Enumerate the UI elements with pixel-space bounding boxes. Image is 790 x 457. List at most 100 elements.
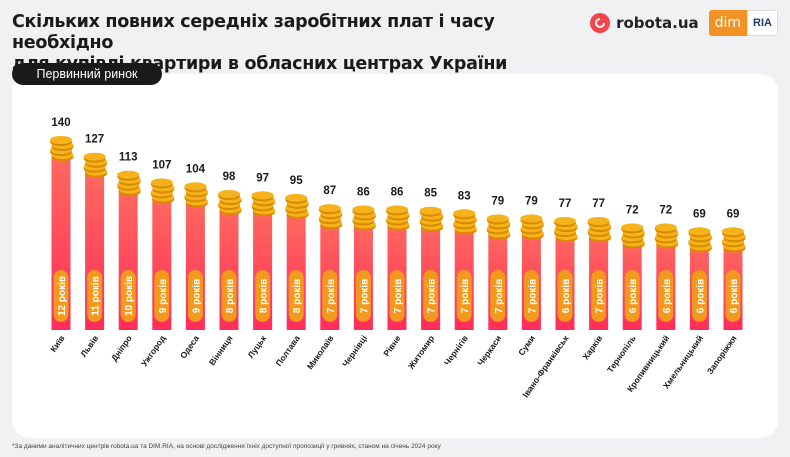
year-label: 6 років xyxy=(561,279,572,314)
dimria-logo: dim RIA xyxy=(708,10,778,36)
category-label: Ужгород xyxy=(139,333,168,368)
year-label: 7 років xyxy=(595,279,606,314)
year-pill: 6 років xyxy=(725,270,741,322)
year-label: 7 років xyxy=(494,279,505,314)
year-label: 7 років xyxy=(427,279,438,314)
coin-icon xyxy=(117,170,140,179)
coin-icon xyxy=(587,217,610,225)
value-label: 87 xyxy=(323,185,336,197)
year-pill-bg xyxy=(389,270,405,322)
year-pill-bg xyxy=(154,270,170,322)
category-label: Чернівці xyxy=(340,333,369,368)
year-label: 9 років xyxy=(158,279,169,314)
title-line-1: Скільких повних середніх заробітних плат… xyxy=(12,12,495,53)
year-pill: 7 років xyxy=(322,270,338,322)
category-label: Львів xyxy=(78,333,100,358)
coin-icon xyxy=(184,182,207,191)
category-label: Чернігів xyxy=(442,333,470,367)
coin-icon xyxy=(419,206,442,215)
coin-icon xyxy=(50,136,72,144)
year-label: 8 років xyxy=(259,279,270,314)
year-pill: 9 років xyxy=(187,270,203,322)
year-pill-bg xyxy=(87,270,103,322)
year-label: 8 років xyxy=(292,279,303,314)
year-pill: 9 років xyxy=(154,270,170,322)
year-label: 6 років xyxy=(662,279,673,314)
year-label: 7 років xyxy=(359,279,370,314)
year-label: 6 років xyxy=(729,279,740,314)
year-label: 7 років xyxy=(326,279,337,314)
value-label: 72 xyxy=(626,204,639,216)
value-label: 98 xyxy=(223,171,236,183)
value-label: 127 xyxy=(85,134,104,146)
chart-card: 140 12 років Київ 127 11 років Львів 113 10 рок… xyxy=(12,74,778,438)
category-label: Дніпро xyxy=(109,333,134,363)
value-label: 79 xyxy=(491,195,504,207)
year-pill: 11 років xyxy=(87,270,103,322)
year-label: 6 років xyxy=(628,279,639,314)
logos: robota.ua dim RIA xyxy=(590,10,778,36)
dim-logo-text: dim xyxy=(708,10,748,36)
year-pill: 7 років xyxy=(591,270,607,322)
category-label: Полтава xyxy=(273,333,302,368)
category-label: Луцьк xyxy=(245,333,268,360)
year-label: 7 років xyxy=(460,279,471,314)
year-pill-bg xyxy=(288,270,304,322)
year-pill-bg xyxy=(591,270,607,322)
bar-chart: 140 12 років Київ 127 11 років Львів 113 10 рок… xyxy=(48,117,746,399)
year-pill-bg xyxy=(221,270,237,322)
coin-icon xyxy=(251,191,274,200)
category-label: Рівне xyxy=(381,333,403,358)
year-label: 7 років xyxy=(393,279,404,314)
year-pill: 7 років xyxy=(355,270,371,322)
value-label: 97 xyxy=(256,172,269,184)
value-label: 77 xyxy=(559,198,572,210)
year-label: 6 років xyxy=(695,279,706,314)
coin-icon xyxy=(554,217,576,225)
category-label: Одеса xyxy=(178,333,201,360)
category-label: Черкаси xyxy=(475,333,503,367)
year-pill-bg xyxy=(53,270,69,322)
coin-icon xyxy=(621,223,644,232)
year-pill: 6 років xyxy=(658,270,674,322)
year-pill-bg xyxy=(691,270,707,322)
value-label: 140 xyxy=(51,117,70,129)
year-pill: 8 років xyxy=(221,270,237,322)
coin-icon xyxy=(318,204,341,213)
category-label: Тернопіль xyxy=(605,333,638,374)
year-pill: 6 років xyxy=(557,270,573,322)
coin-icon xyxy=(520,214,543,223)
category-label: Запоріжжя xyxy=(705,333,739,376)
coin-icon xyxy=(285,193,308,202)
value-label: 79 xyxy=(525,195,538,207)
value-label: 83 xyxy=(458,190,471,202)
year-pill: 7 років xyxy=(490,270,506,322)
year-pill-bg xyxy=(557,270,573,322)
coin-icon xyxy=(486,214,509,223)
value-label: 77 xyxy=(592,198,605,210)
year-pill-bg xyxy=(355,270,371,322)
year-pill: 8 років xyxy=(288,270,304,322)
category-label: Суми xyxy=(516,333,537,357)
value-label: 107 xyxy=(152,159,171,171)
year-pill-bg xyxy=(120,270,136,322)
year-pill-bg xyxy=(624,270,640,322)
coin-icon xyxy=(722,227,744,236)
value-label: 104 xyxy=(186,163,206,175)
coin-icon xyxy=(386,205,408,214)
coin-icon xyxy=(150,178,173,187)
year-pill-bg xyxy=(658,270,674,322)
year-pill: 7 років xyxy=(389,270,405,322)
footnote: *За даними аналітичних центрів robota.ua… xyxy=(12,443,441,450)
category-label: Житомир xyxy=(405,333,436,371)
year-pill: 12 років xyxy=(53,270,69,322)
year-label: 9 років xyxy=(191,279,202,314)
year-pill: 10 років xyxy=(120,270,136,322)
value-label: 113 xyxy=(119,152,138,164)
coin-icon xyxy=(218,190,240,198)
year-pill: 7 років xyxy=(456,270,472,322)
value-label: 69 xyxy=(727,208,740,220)
robota-logo-text: robota.ua xyxy=(616,14,699,32)
value-label: 69 xyxy=(693,208,706,220)
year-pill: 6 років xyxy=(691,270,707,322)
